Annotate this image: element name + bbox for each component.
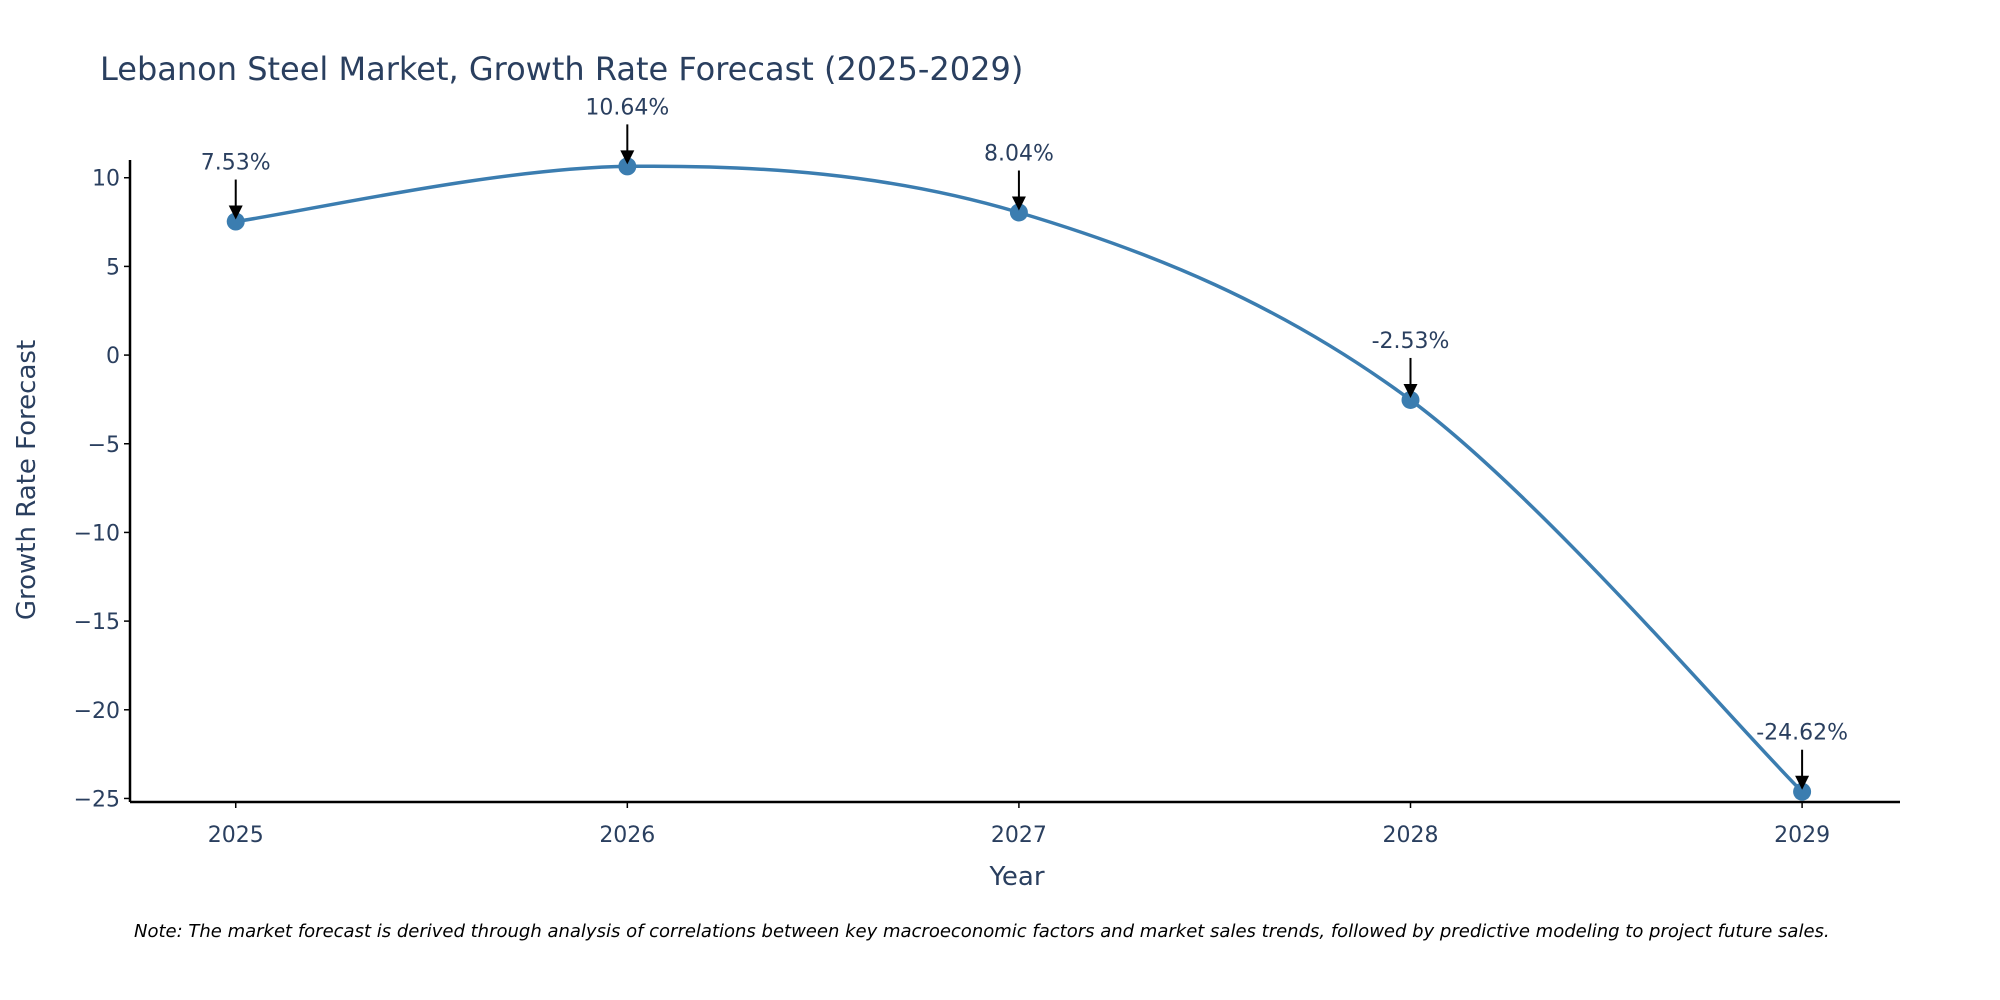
x-tick-label: 2028 bbox=[1383, 823, 1439, 848]
annotation-label-2028: -2.53% bbox=[1372, 329, 1450, 354]
x-tick-label: 2027 bbox=[991, 823, 1047, 848]
x-tick-label: 2025 bbox=[208, 823, 264, 848]
y-tick-label: −10 bbox=[74, 521, 120, 546]
x-axis-ticks: 2025 2026 2027 2028 2029 bbox=[208, 802, 1830, 848]
y-tick-label: 10 bbox=[92, 167, 120, 192]
annotation-arrow-head bbox=[620, 150, 635, 165]
footnote: Note: The market forecast is derived thr… bbox=[134, 921, 1830, 942]
chart-title: Lebanon Steel Market, Growth Rate Foreca… bbox=[100, 50, 1023, 88]
y-axis-ticks: 10 5 0 −5 −10 −15 −20 −25 bbox=[74, 167, 130, 812]
y-tick-label: −25 bbox=[74, 787, 120, 812]
annotation-label-2026: 10.64% bbox=[585, 95, 669, 120]
y-tick-label: −15 bbox=[74, 610, 120, 635]
data-markers bbox=[226, 157, 1812, 801]
y-tick-label: 0 bbox=[106, 344, 120, 369]
annotation-label-2027: 8.04% bbox=[984, 141, 1054, 166]
annotation-arrow-head bbox=[1795, 775, 1810, 790]
annotation-arrow-head bbox=[1403, 383, 1418, 398]
data-annotations: 7.53% 10.64% 8.04% -2.53% -24.62% bbox=[201, 95, 1848, 790]
data-point-2025 bbox=[226, 212, 245, 231]
data-point-2026 bbox=[618, 157, 637, 176]
data-point-2028 bbox=[1401, 390, 1420, 409]
y-tick-label: −20 bbox=[74, 699, 120, 724]
x-tick-label: 2029 bbox=[1774, 823, 1830, 848]
annotation-arrow-head bbox=[228, 205, 243, 220]
annotation-label-2029: -24.62% bbox=[1756, 721, 1848, 746]
x-axis-title: Year bbox=[988, 862, 1044, 892]
series-line bbox=[233, 164, 1804, 794]
data-point-2029 bbox=[1793, 782, 1812, 801]
annotation-arrow-head bbox=[1011, 196, 1026, 211]
y-axis-title: Growth Rate Forecast bbox=[12, 340, 42, 620]
y-tick-label: −5 bbox=[88, 433, 120, 458]
y-tick-label: 5 bbox=[106, 255, 120, 280]
annotation-label-2025: 7.53% bbox=[201, 151, 271, 176]
x-tick-label: 2026 bbox=[599, 823, 655, 848]
data-point-2027 bbox=[1009, 203, 1028, 222]
